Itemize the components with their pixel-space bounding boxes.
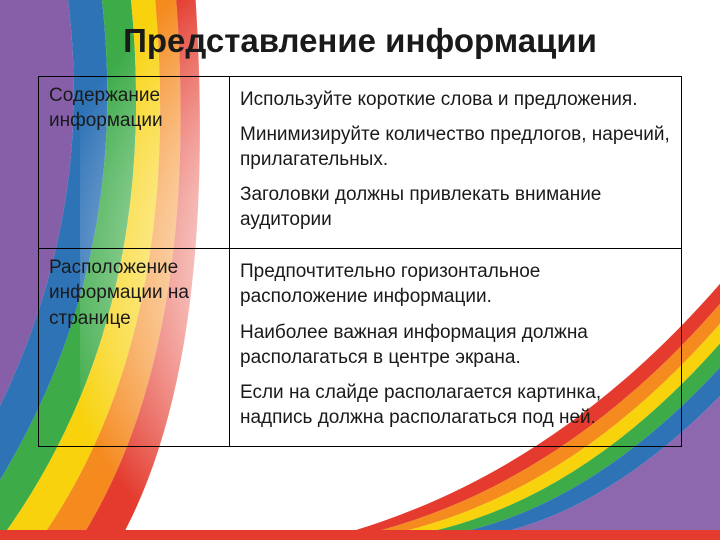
paragraph: Если на слайде располагается картинка, н… bbox=[240, 380, 671, 430]
row-description: Предпочтительно горизонтальное расположе… bbox=[230, 249, 682, 446]
slide-content: Представление информации Содержание инфо… bbox=[0, 0, 720, 447]
info-table-wrap: Содержание информации Используйте коротк… bbox=[38, 76, 682, 447]
info-table: Содержание информации Используйте коротк… bbox=[38, 76, 682, 447]
paragraph: Заголовки должны привлекать внимание ауд… bbox=[240, 182, 671, 232]
row-label: Содержание информации bbox=[39, 77, 230, 249]
paragraph: Минимизируйте количество предлогов, наре… bbox=[240, 122, 671, 172]
slide-title: Представление информации bbox=[0, 0, 720, 68]
slide: Представление информации Содержание инфо… bbox=[0, 0, 720, 540]
table-row: Содержание информации Используйте коротк… bbox=[39, 77, 682, 249]
paragraph: Предпочтительно горизонтальное расположе… bbox=[240, 259, 671, 309]
paragraph: Наиболее важная информация должна распол… bbox=[240, 320, 671, 370]
table-row: Расположение информации на странице Пред… bbox=[39, 249, 682, 446]
row-description: Используйте короткие слова и предложения… bbox=[230, 77, 682, 249]
row-label: Расположение информации на странице bbox=[39, 249, 230, 446]
paragraph: Используйте короткие слова и предложения… bbox=[240, 87, 671, 112]
